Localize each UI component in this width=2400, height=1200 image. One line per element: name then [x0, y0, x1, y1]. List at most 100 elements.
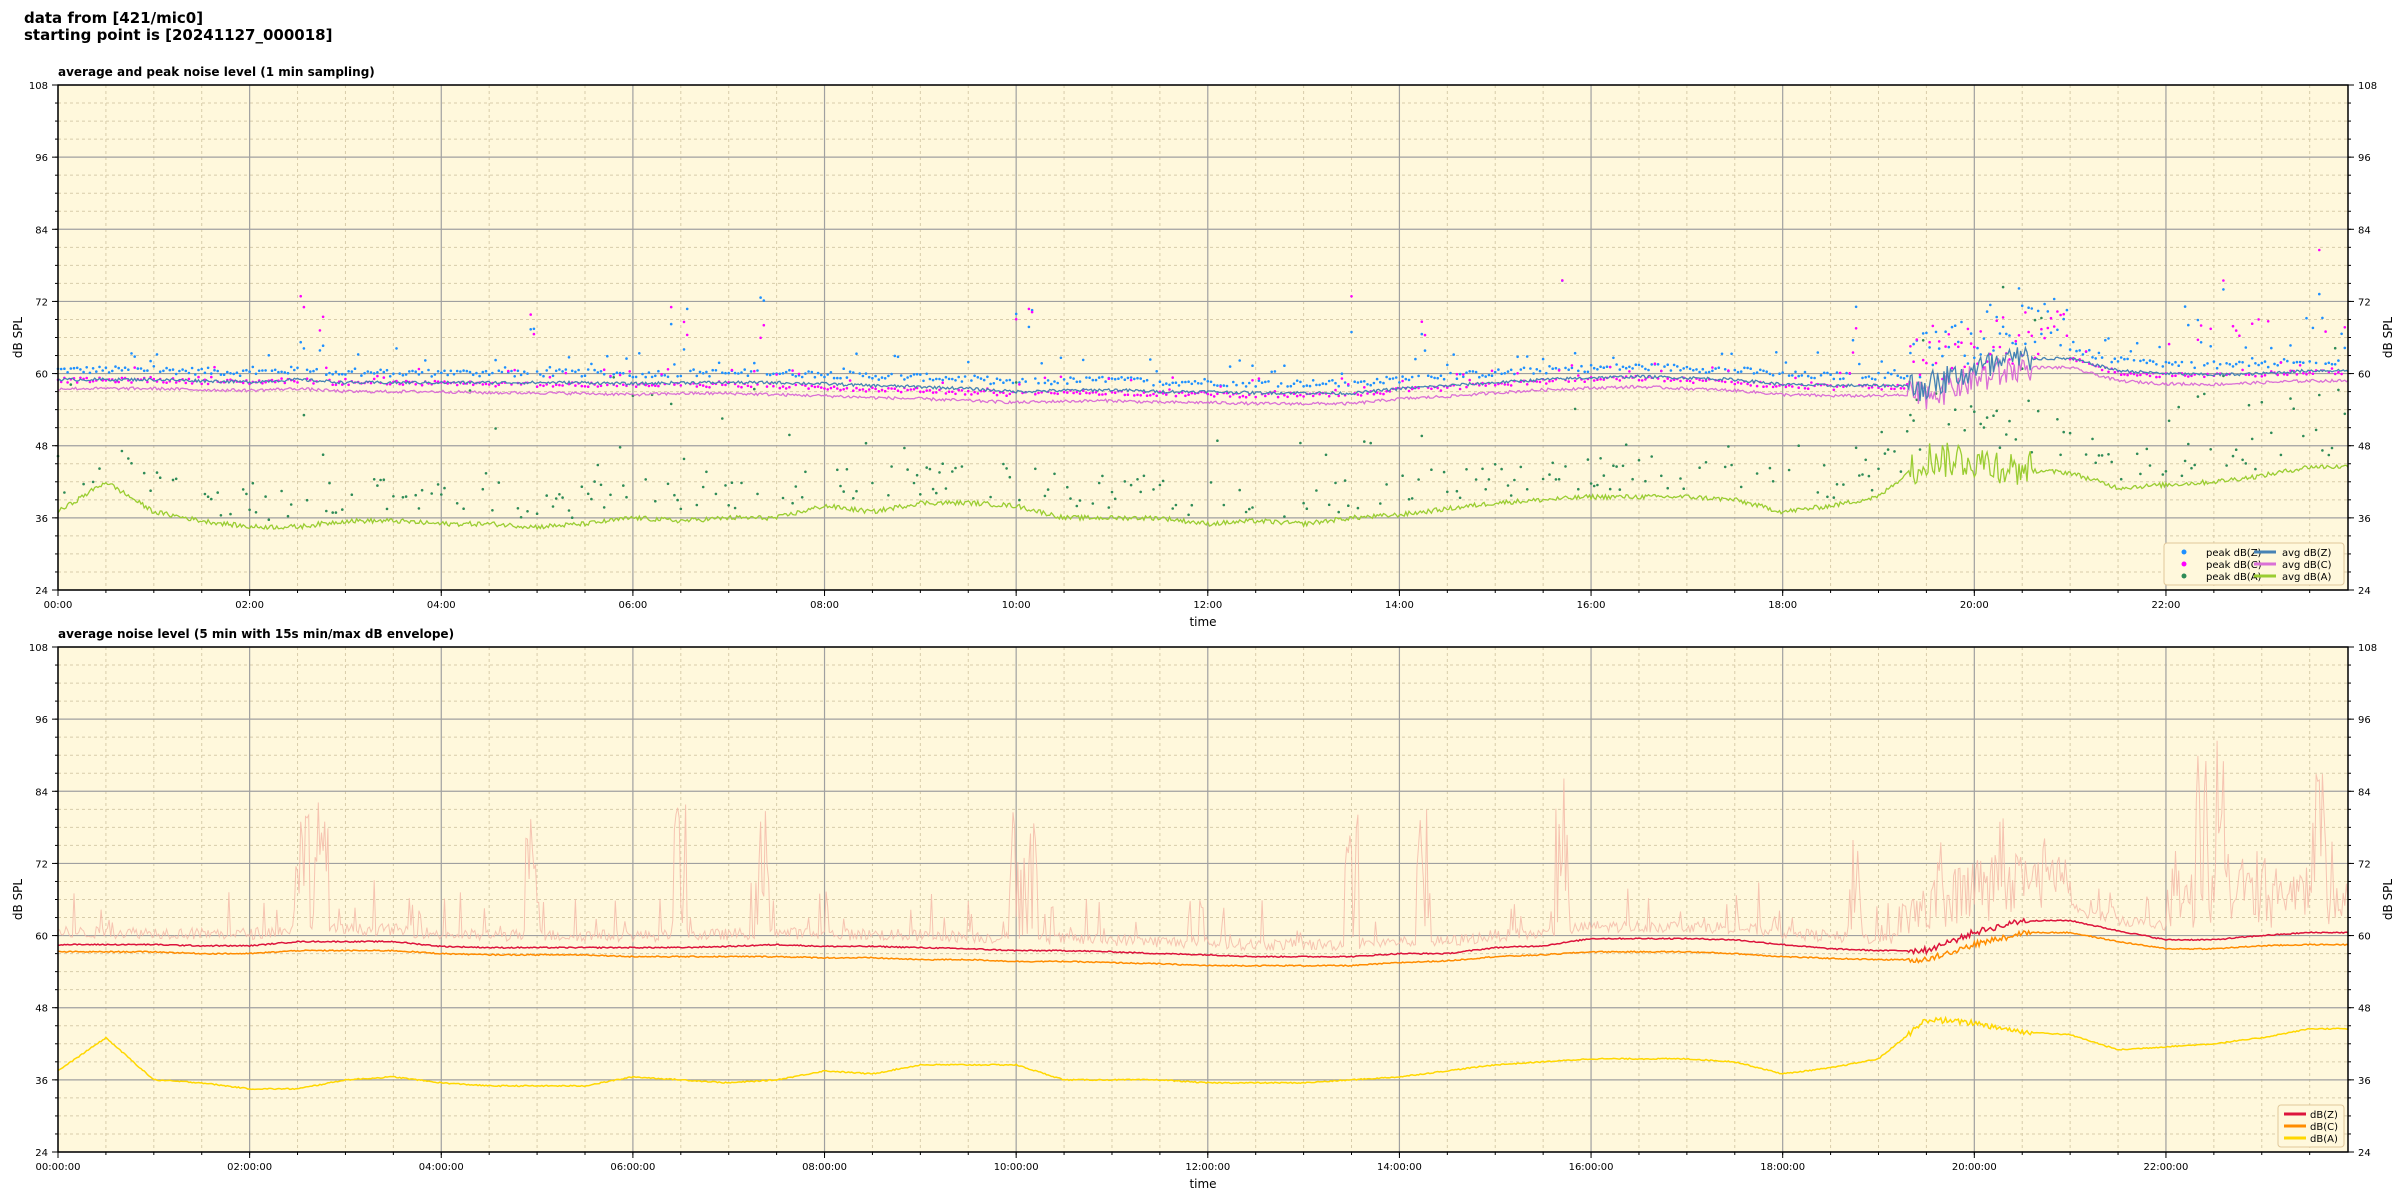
peak-dbc-point: [2062, 312, 2065, 316]
peak-dbz-point: [2212, 360, 2216, 363]
peak-dbc-point: [880, 388, 884, 392]
ytick-label-left: 96: [35, 715, 48, 726]
peak-dbz-point: [2113, 357, 2117, 361]
peak-dbz-point: [1548, 365, 1551, 368]
peak-dbz-point: [2024, 342, 2027, 346]
peak-dba-point: [1947, 423, 1951, 426]
peak-dbc-point: [647, 384, 651, 388]
peak-dbc-point: [283, 381, 287, 385]
ytick-label-right: 60: [2358, 932, 2371, 943]
peak-dba-point: [1870, 488, 1874, 492]
peak-dbz-point: [516, 369, 520, 373]
peak-dbc-point: [1921, 358, 1925, 362]
peak-dbz-point: [114, 365, 117, 368]
peak-dbz-point: [622, 372, 625, 375]
peak-dbz-point: [296, 366, 299, 370]
peak-dbc-point: [1628, 370, 1631, 373]
peak-dbc-point: [1133, 394, 1136, 397]
peak-dbz-point: [427, 368, 430, 372]
peak-dbc-point: [2260, 375, 2264, 378]
peak-dbc-point: [1008, 392, 1012, 396]
peak-dba-point: [1356, 506, 1360, 510]
peak-dbz-point: [398, 372, 402, 375]
peak-dbz-point: [2171, 363, 2174, 366]
peak-dbc-point: [507, 369, 510, 373]
peak-dbc-point: [1506, 383, 1510, 386]
avg-dbc-line: [58, 358, 2349, 410]
peak-dba-point: [2062, 430, 2065, 434]
peak-dbc-point: [1902, 387, 1906, 390]
peak-dba-point: [1826, 495, 1829, 499]
peak-dbc-point: [1583, 380, 1586, 384]
peak-dbz-point: [2247, 364, 2251, 368]
peak-dbc-point: [532, 332, 536, 336]
peak-dbc-point: [2209, 327, 2212, 331]
peak-dbz-point: [334, 370, 338, 374]
peak-dbz-point: [222, 373, 226, 377]
peak-dbz-point: [781, 372, 785, 375]
peak-dbc-point: [561, 384, 564, 387]
peak-dbz-point: [1800, 374, 1804, 377]
peak-dbz-point: [69, 367, 73, 370]
peak-dbz-point: [593, 368, 596, 372]
peak-dba-point: [2254, 467, 2257, 471]
peak-dbz-point: [1046, 379, 1050, 382]
peak-dbz-point: [564, 368, 568, 371]
peak-dbz-point: [261, 369, 264, 372]
legend-entry: dB(Z): [2310, 1110, 2338, 1121]
peak-dbc-point: [1679, 379, 1682, 383]
peak-dbc-point: [1350, 295, 1353, 298]
peak-dba-point: [219, 514, 223, 517]
peak-dbz-point: [392, 372, 395, 376]
peak-dbc-point: [2027, 330, 2030, 334]
peak-dbz-point: [1053, 380, 1056, 383]
peak-dbc-point: [1644, 378, 1647, 381]
peak-dba-point: [2279, 453, 2283, 457]
peak-dbz-point: [995, 377, 999, 381]
peak-dbc-point: [957, 388, 960, 392]
peak-dbc-point: [954, 392, 957, 396]
peak-dbz-point: [1577, 369, 1580, 373]
peak-dba-point: [1704, 461, 1708, 464]
peak-dbz-point: [120, 369, 124, 372]
peak-dba-point: [1075, 504, 1079, 508]
peak-dbz-point: [791, 373, 794, 377]
peak-dbc-point: [529, 313, 532, 316]
peak-dbc-point: [2148, 374, 2152, 378]
peak-dbz-point: [1011, 381, 1015, 385]
peak-dbz-point: [270, 369, 274, 373]
peak-dba-point: [1864, 458, 1867, 462]
peak-dbz-point: [1925, 331, 1928, 335]
peak-dbz-point: [2330, 362, 2334, 366]
peak-dbz-point: [2340, 332, 2343, 336]
peak-dbc-point: [1027, 307, 1031, 311]
peak-dba-point: [127, 457, 130, 460]
peak-dbz-point: [1139, 377, 1142, 380]
peak-dbz-point: [1775, 351, 1778, 354]
peak-dbz-point: [2094, 357, 2097, 360]
peak-dba-point: [2100, 454, 2104, 457]
peak-dbc-point: [1318, 392, 1321, 396]
peak-dbc-point: [344, 377, 347, 381]
peak-dbz-point: [519, 373, 523, 377]
peak-dbc-point: [146, 380, 149, 384]
peak-dbz-point: [142, 369, 146, 373]
xtick-label: 22:00: [2152, 600, 2181, 611]
ytick-label-right: 72: [2358, 297, 2371, 308]
peak-dbz-point: [107, 371, 111, 374]
peak-dbz-point: [1212, 383, 1216, 387]
peak-dba-point: [839, 484, 842, 488]
peak-dbz-point: [1113, 377, 1117, 381]
peak-dbc-point: [213, 365, 216, 369]
peak-dbz-point: [963, 375, 967, 378]
peak-dba-point: [2177, 405, 2180, 409]
peak-dba-point: [1139, 490, 1142, 494]
peak-dbc-point: [813, 385, 817, 389]
peak-dbc-point: [2276, 373, 2279, 377]
peak-dba-point: [928, 467, 932, 471]
peak-dbz-point: [1976, 346, 1979, 350]
peak-dbc-point: [960, 389, 964, 392]
peak-dba-point: [1110, 490, 1114, 494]
peak-dbc-point: [701, 384, 705, 387]
peak-dbz-point: [922, 379, 925, 383]
